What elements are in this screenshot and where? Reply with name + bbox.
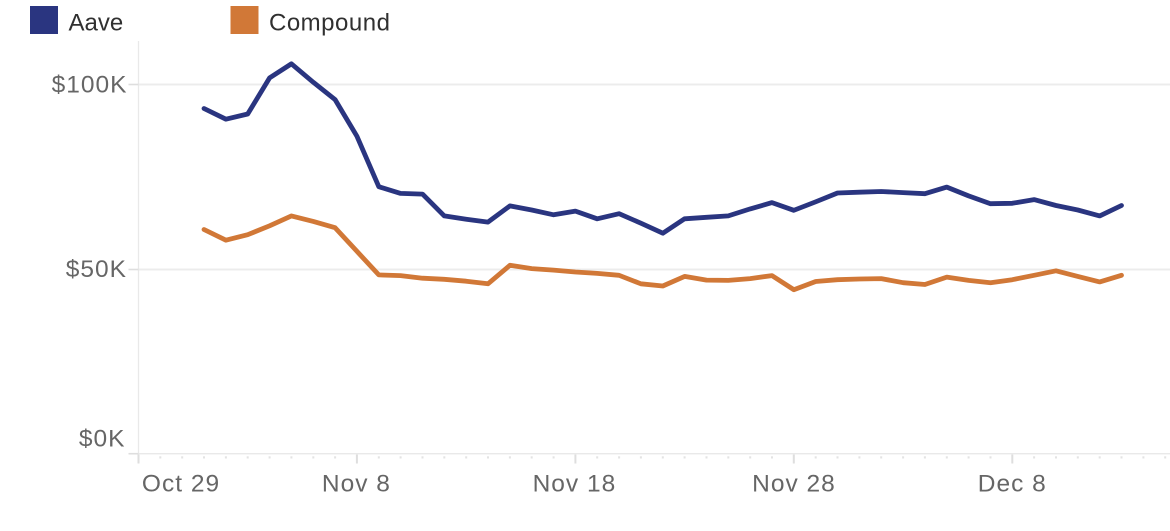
svg-text:$0K: $0K	[79, 425, 126, 452]
svg-text:Nov 28: Nov 28	[752, 471, 836, 498]
svg-text:$100K: $100K	[52, 72, 128, 99]
svg-text:Compound: Compound	[269, 10, 390, 37]
svg-text:Nov 8: Nov 8	[322, 471, 391, 498]
svg-text:Oct 29: Oct 29	[142, 471, 220, 498]
svg-text:$50K: $50K	[66, 256, 127, 283]
svg-text:Aave: Aave	[69, 10, 124, 37]
svg-text:Nov 18: Nov 18	[533, 471, 617, 498]
svg-text:Dec 8: Dec 8	[978, 471, 1047, 498]
